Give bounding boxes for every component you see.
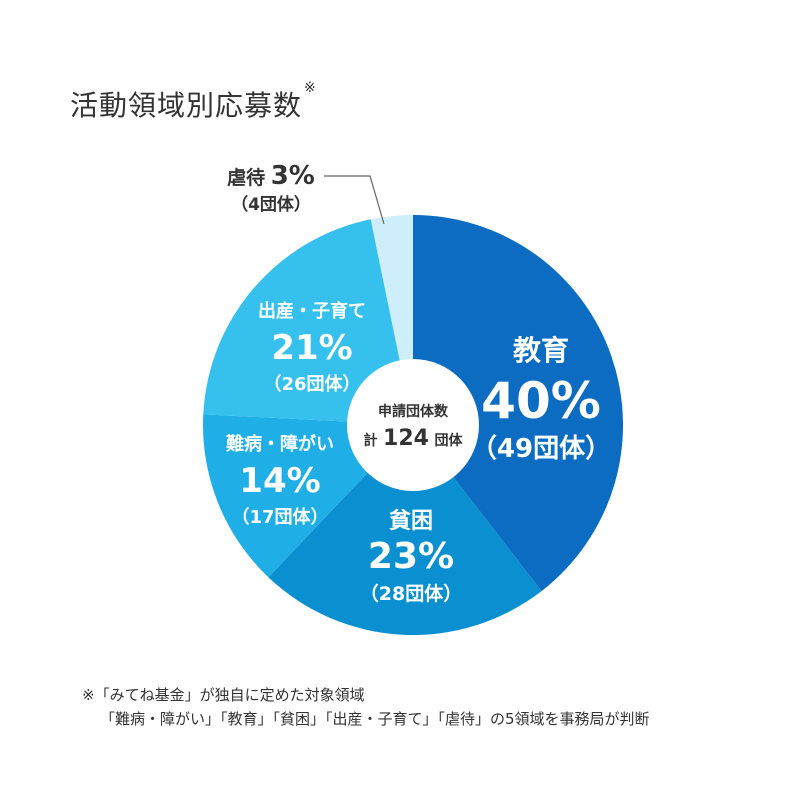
pie-slice bbox=[413, 215, 623, 592]
slice-label-percent: 21% bbox=[271, 328, 352, 368]
center-total-value: 124 bbox=[383, 426, 429, 451]
slice-label-abuse: 虐待 3% bbox=[227, 161, 315, 191]
center-total: 計 124 団体 bbox=[363, 426, 463, 451]
slice-label-name: 虐待 bbox=[227, 166, 265, 189]
slice-label-percent: 40% bbox=[481, 372, 601, 430]
slice-label-percent: 23% bbox=[368, 536, 454, 577]
slice-label-name: 難病・障がい bbox=[226, 433, 334, 455]
title-note-mark: ※ bbox=[304, 80, 317, 96]
slice-label-percent: 14% bbox=[239, 461, 320, 501]
chart-title-text: 活動領域別応募数 bbox=[70, 89, 303, 122]
slice-label-name: 教育 bbox=[513, 334, 569, 367]
footnote-line-2: 「難病・障がい」「教育」「貧困」「出産・子育て」「虐待」の5領域を事務局が判断 bbox=[100, 710, 650, 728]
center-hole bbox=[347, 359, 479, 491]
slice-label-percent: 3% bbox=[271, 161, 315, 191]
pie-slice bbox=[203, 219, 413, 425]
slice-label-count: （4団体） bbox=[231, 194, 311, 215]
slice-label-count: （26団体） bbox=[263, 373, 360, 395]
chart-title: 活動領域別応募数※ bbox=[70, 80, 317, 124]
center-label-top: 申請団体数 bbox=[378, 403, 449, 420]
slice-label-count: （49団体） bbox=[471, 434, 611, 464]
center-total-unit: 団体 bbox=[435, 432, 464, 449]
footnote-line-1: ※「みてね基金」が独自に定めた対象領域 bbox=[82, 686, 365, 704]
footnote: ※「みてね基金」が独自に定めた対象領域 「難病・障がい」「教育」「貧困」「出産・… bbox=[82, 683, 650, 731]
slice-label-name: 貧困 bbox=[389, 508, 433, 534]
leader-line bbox=[324, 175, 385, 225]
pie-slice bbox=[268, 425, 542, 635]
slice-label-name: 出産・子育て bbox=[258, 300, 366, 322]
center-label-prefix: 計 bbox=[363, 432, 377, 449]
slice-label-count: （17団体） bbox=[231, 506, 328, 528]
slice-label-count: （28団体） bbox=[360, 582, 462, 605]
